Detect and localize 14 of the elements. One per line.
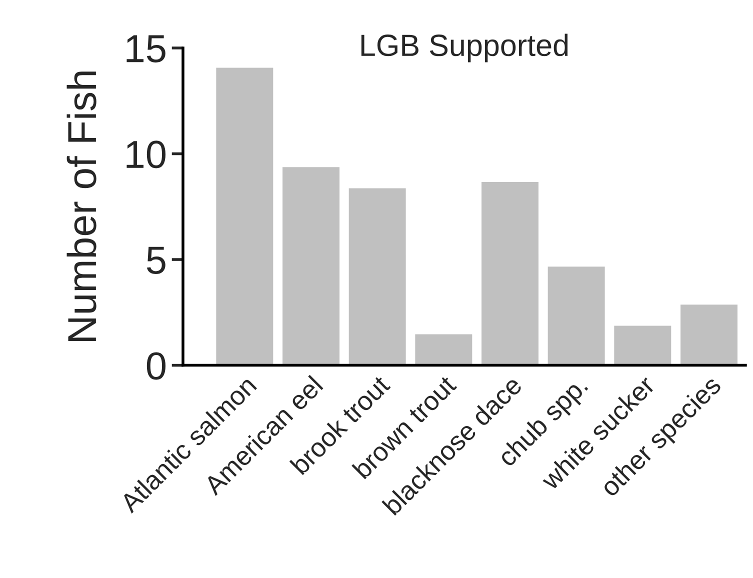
- bar: [281, 166, 341, 366]
- y-tick-label: 5: [146, 246, 166, 274]
- bar: [214, 66, 275, 366]
- bar: [414, 332, 474, 366]
- bar: [679, 303, 739, 366]
- bar: [480, 180, 540, 366]
- bar: [612, 324, 673, 366]
- y-tick-label: 15: [126, 35, 166, 62]
- bar: [546, 265, 606, 366]
- y-axis-title: Number of Fish: [66, 72, 96, 341]
- bar: [347, 186, 408, 366]
- y-tick-label: 10: [126, 140, 166, 168]
- chart-title: LGB Supported: [361, 34, 568, 62]
- y-tick-label: 0: [146, 352, 166, 380]
